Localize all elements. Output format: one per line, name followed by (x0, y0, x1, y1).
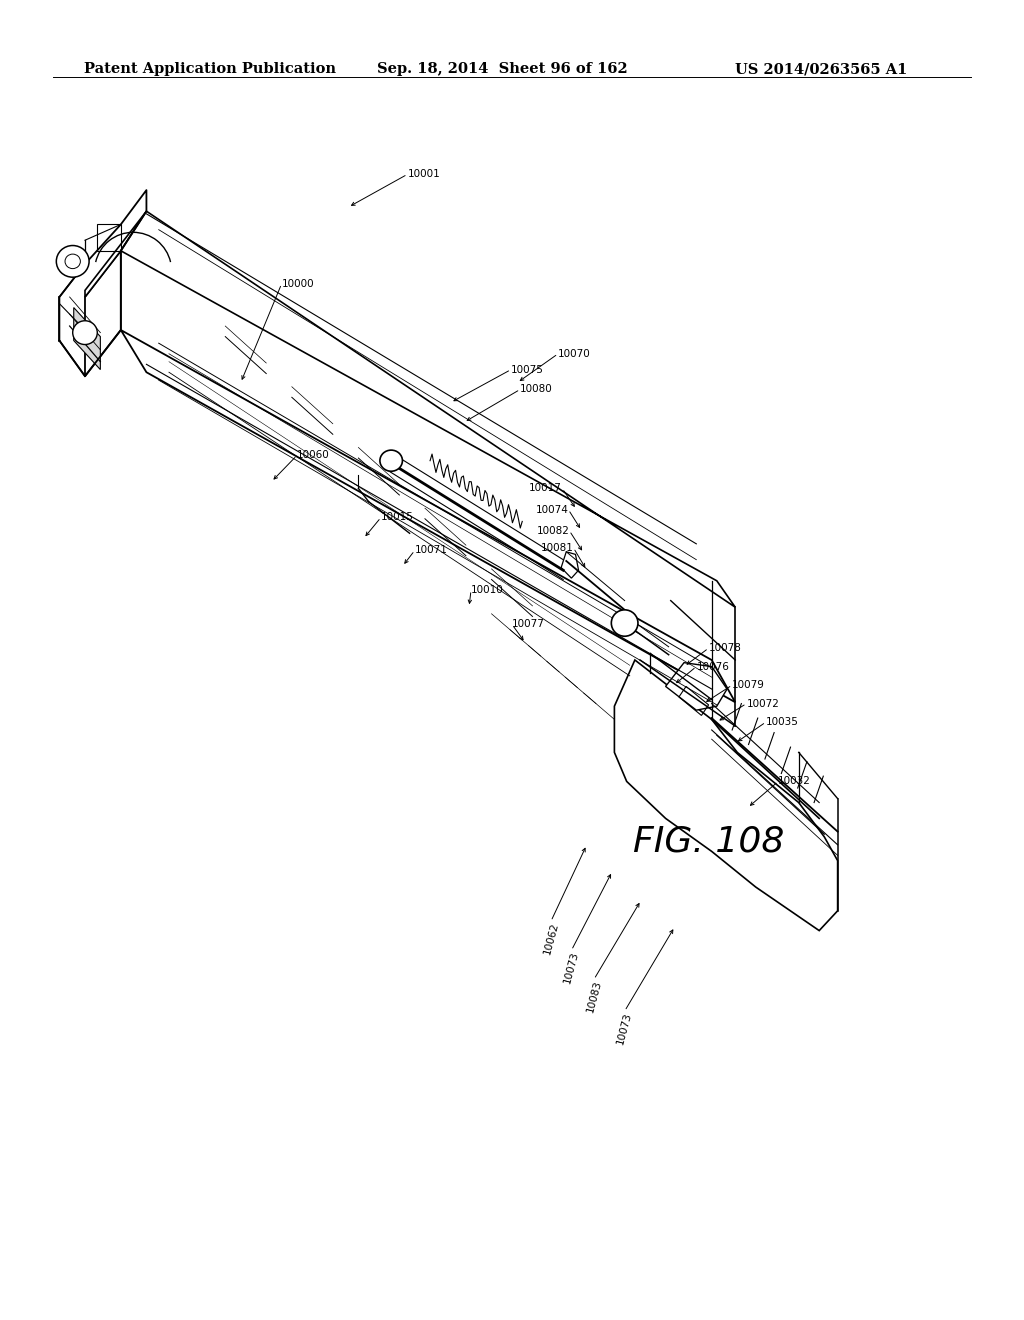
Polygon shape (614, 660, 838, 931)
Text: Sep. 18, 2014  Sheet 96 of 162: Sep. 18, 2014 Sheet 96 of 162 (377, 62, 628, 77)
Text: 10035: 10035 (766, 717, 799, 727)
Text: 10073: 10073 (615, 1011, 634, 1045)
Polygon shape (85, 251, 121, 376)
Polygon shape (85, 211, 146, 297)
Text: 10071: 10071 (415, 545, 447, 556)
Text: 10000: 10000 (282, 279, 314, 289)
Text: 10062: 10062 (542, 921, 560, 956)
Text: 10074: 10074 (536, 504, 568, 515)
Text: FIG. 108: FIG. 108 (633, 825, 784, 859)
Ellipse shape (56, 246, 89, 277)
Polygon shape (121, 211, 735, 607)
Text: 10032: 10032 (778, 776, 811, 787)
Text: Patent Application Publication: Patent Application Publication (84, 62, 336, 77)
Text: 10076: 10076 (696, 661, 729, 672)
Text: 10075: 10075 (511, 364, 544, 375)
Ellipse shape (611, 610, 638, 636)
Text: 10015: 10015 (381, 512, 414, 523)
Text: 10081: 10081 (541, 543, 573, 553)
Text: 10078: 10078 (709, 643, 741, 653)
Text: 10070: 10070 (558, 348, 591, 359)
Text: 10082: 10082 (537, 525, 569, 536)
Polygon shape (121, 330, 735, 702)
Text: 10060: 10060 (297, 450, 330, 461)
Polygon shape (666, 663, 727, 710)
Text: 10083: 10083 (585, 979, 603, 1014)
Text: 10010: 10010 (471, 585, 504, 595)
Text: 10077: 10077 (512, 619, 545, 630)
Ellipse shape (73, 321, 97, 345)
Text: 10080: 10080 (520, 384, 553, 395)
Text: 10001: 10001 (408, 169, 440, 180)
Polygon shape (74, 308, 100, 370)
Text: US 2014/0263565 A1: US 2014/0263565 A1 (735, 62, 907, 77)
Ellipse shape (380, 450, 402, 471)
Text: 10017: 10017 (529, 483, 562, 494)
Text: 10073: 10073 (562, 950, 581, 985)
Text: 10072: 10072 (746, 698, 779, 709)
Text: 10079: 10079 (732, 680, 765, 690)
